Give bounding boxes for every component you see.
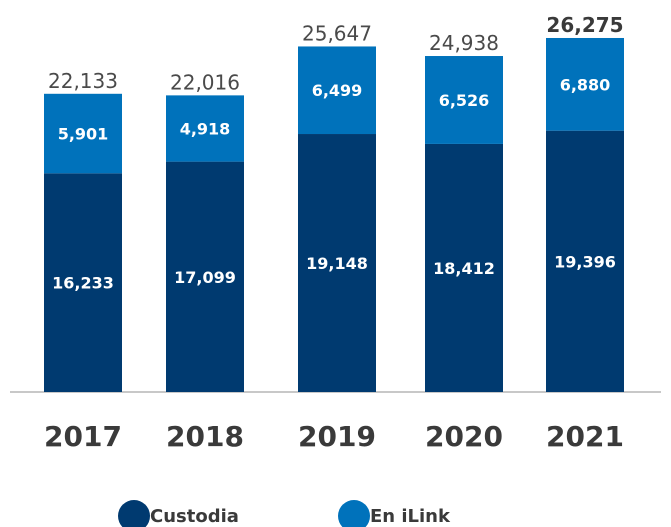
data-label-custodia-2019: 19,148 xyxy=(306,254,368,273)
bar-segment-en-ilink-2018 xyxy=(166,95,244,162)
x-tick-label-2018: 2018 xyxy=(166,420,244,453)
data-label-custodia-2017: 16,233 xyxy=(52,274,114,293)
data-label-en-ilink-2021: 6,880 xyxy=(560,75,611,94)
data-label-en-ilink-2017: 5,901 xyxy=(58,125,109,144)
bar-segment-en-ilink-2020 xyxy=(425,56,503,144)
bar-segment-custodia-2017 xyxy=(44,173,122,392)
bar-segment-en-ilink-2021 xyxy=(546,37,624,131)
data-label-custodia-2021: 19,396 xyxy=(554,252,616,271)
total-label-2021: 26,275 xyxy=(546,13,623,37)
legend-swatch-custodia xyxy=(118,500,150,527)
total-label-2020: 24,938 xyxy=(429,31,499,55)
bars-group xyxy=(44,37,624,392)
legend: Custodia En iLink xyxy=(118,500,451,527)
legend-swatch-en-ilink xyxy=(338,500,370,527)
x-tick-label-2019: 2019 xyxy=(298,420,376,453)
total-label-2019: 25,647 xyxy=(302,21,372,45)
bar-segment-custodia-2021 xyxy=(546,130,624,392)
data-label-en-ilink-2020: 6,526 xyxy=(439,91,490,110)
total-label-2018: 22,016 xyxy=(170,70,240,94)
data-label-en-ilink-2018: 4,918 xyxy=(180,119,231,138)
data-label-en-ilink-2019: 6,499 xyxy=(312,81,363,100)
bar-segment-en-ilink-2019 xyxy=(298,46,376,135)
bar-segment-custodia-2020 xyxy=(425,143,503,392)
bar-segment-en-ilink-2017 xyxy=(44,93,122,174)
x-tick-label-2017: 2017 xyxy=(44,420,122,453)
bar-segment-custodia-2019 xyxy=(298,134,376,392)
labels-group: 16,233 5,901 22,133 2017 17,099 4,918 22,016 20… xyxy=(44,13,624,453)
bar-segment-custodia-2018 xyxy=(166,161,244,392)
legend-label-en-ilink: En iLink xyxy=(370,506,451,527)
legend-label-custodia: Custodia xyxy=(150,506,239,527)
x-tick-label-2020: 2020 xyxy=(425,420,503,453)
data-label-custodia-2020: 18,412 xyxy=(433,259,495,278)
total-label-2017: 22,133 xyxy=(48,69,118,93)
data-label-custodia-2018: 17,099 xyxy=(174,268,236,287)
x-tick-label-2021: 2021 xyxy=(546,420,624,453)
